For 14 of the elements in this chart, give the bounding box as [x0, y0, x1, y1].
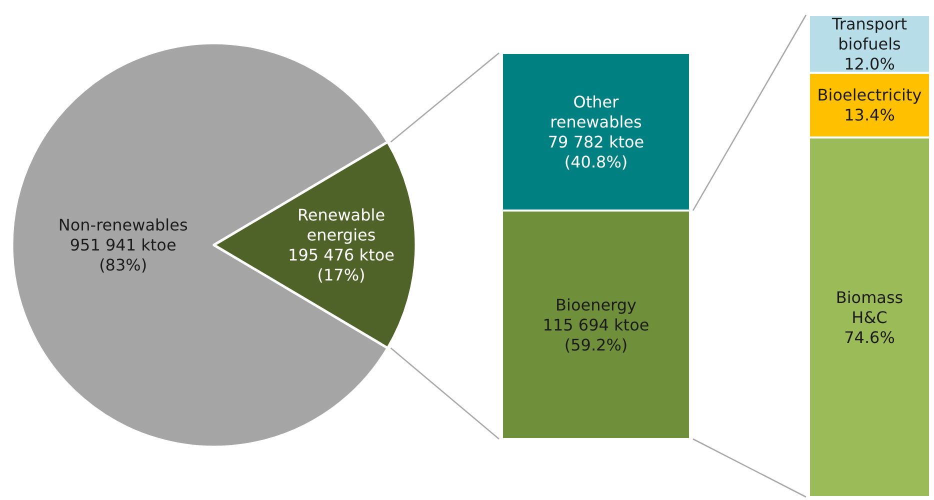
series-label: Bioelectricity	[817, 86, 922, 105]
series-label: Biomass H&C	[836, 288, 904, 327]
data-label: 195 476 ktoe (17%)	[288, 246, 394, 285]
data-label: 12.0%	[844, 54, 895, 74]
series-label: Transport biofuels	[830, 14, 908, 54]
data-label: 115 694 ktoe (59.2%)	[542, 315, 650, 354]
data-label: 951 941 ktoe (83%)	[70, 236, 176, 275]
data-label: 74.6%	[844, 328, 895, 347]
slice-label: Renewable energies	[297, 206, 386, 245]
data-label: 13.4%	[844, 106, 895, 125]
data-label: 79 782 ktoe (40.8%)	[548, 132, 644, 172]
series-label: Bioenergy	[556, 295, 636, 314]
slice-label: Non-renewables	[58, 216, 188, 235]
series-label: Other renewables	[550, 92, 642, 132]
